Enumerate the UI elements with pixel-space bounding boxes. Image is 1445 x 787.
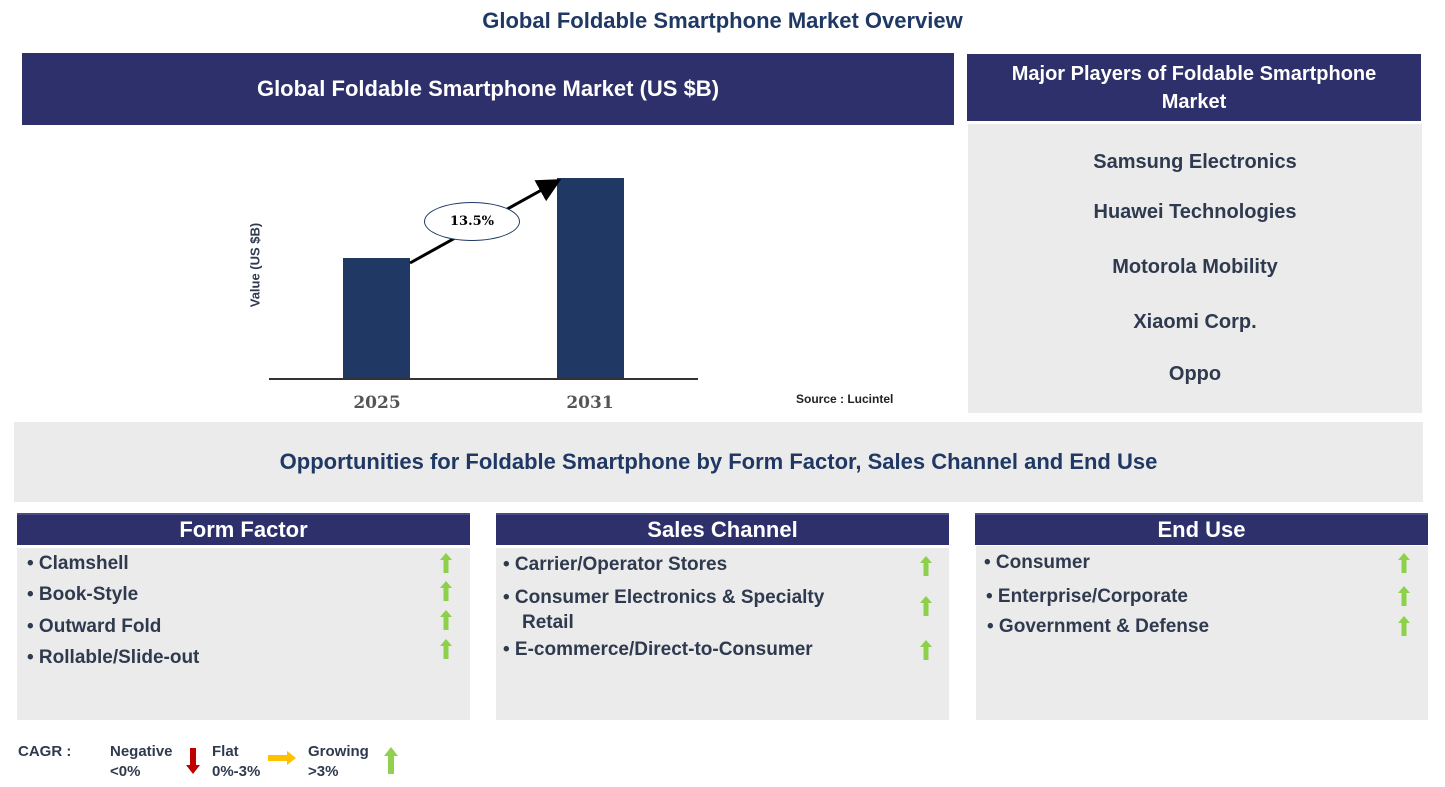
segment-item: • Consumer	[984, 552, 1090, 573]
growing-arrow-icon	[920, 596, 932, 616]
player-item: Samsung Electronics	[1093, 151, 1297, 173]
segment-item: • Book-Style	[27, 584, 139, 605]
growing-arrow-icon	[1398, 553, 1410, 573]
x-axis	[269, 378, 698, 380]
growing-arrow-icon	[440, 581, 452, 601]
segment-item: • Outward Fold	[27, 616, 162, 637]
growing-arrow-icon	[440, 639, 452, 659]
segment-item: • Rollable/Slide-out	[27, 647, 200, 668]
segment-body-form-factor: • Clamshell • Book-Style • Outward Fold …	[17, 548, 470, 720]
growing-arrow-icon	[920, 556, 932, 576]
segment-item: • Carrier/Operator Stores	[503, 554, 728, 575]
player-item: Huawei Technologies	[1093, 201, 1297, 223]
segment-body-sales-channel: • Carrier/Operator Stores • Consumer Ele…	[496, 548, 949, 720]
growing-arrow-icon	[1398, 616, 1410, 636]
page-title: Global Foldable Smartphone Market Overvi…	[482, 8, 963, 33]
legend-flat-range: 0%-3%	[212, 763, 261, 780]
x-tick-2025: 2025	[353, 393, 401, 413]
player-item: Oppo	[1168, 363, 1222, 385]
segment-item: • Clamshell	[27, 553, 129, 574]
legend-growing-range: >3%	[308, 763, 339, 780]
legend-negative-label: Negative	[110, 743, 173, 760]
legend-flat: Flat 0%-3%	[212, 742, 260, 782]
negative-arrow-icon	[186, 748, 200, 774]
legend-label: CAGR :	[18, 743, 72, 760]
bar-2031	[557, 178, 624, 379]
legend-growing: Growing >3%	[308, 742, 369, 782]
player-item: Motorola Mobility	[1112, 256, 1278, 278]
growing-arrow-icon	[440, 610, 452, 630]
segment-header-form-factor: Form Factor	[17, 513, 470, 545]
segment-item: • E-commerce/Direct-to-Consumer	[503, 639, 813, 660]
cagr-annotation: 13.5%	[424, 202, 520, 241]
flat-arrow-icon	[268, 751, 296, 765]
legend-negative: Negative <0%	[110, 742, 173, 782]
segment-body-end-use: • Consumer • Enterprise/Corporate • Gove…	[976, 546, 1428, 720]
legend-flat-label: Flat	[212, 743, 239, 760]
player-item: Xiaomi Corp.	[1133, 311, 1257, 333]
x-tick-2031: 2031	[566, 393, 614, 413]
players-list: Samsung Electronics Huawei Technologies …	[968, 124, 1422, 413]
players-header: Major Players of Foldable Smartphone Mar…	[967, 54, 1421, 121]
segment-item: • Government & Defense	[987, 616, 1210, 637]
growing-arrow-icon	[920, 640, 932, 660]
opportunities-title: Opportunities for Foldable Smartphone by…	[14, 422, 1423, 502]
source-label: Source : Lucintel	[796, 392, 894, 406]
segment-header-end-use: End Use	[975, 513, 1428, 545]
segment-item: • Enterprise/Corporate	[986, 586, 1188, 607]
y-axis-label: Value (US $B)	[247, 222, 263, 308]
segment-header-sales-channel: Sales Channel	[496, 513, 949, 545]
segment-item: • Consumer Electronics & Specialty	[503, 587, 825, 608]
growing-arrow-icon	[384, 747, 398, 774]
segment-item-continued: Retail	[522, 612, 574, 633]
legend-negative-range: <0%	[110, 763, 141, 780]
bar-2025	[343, 258, 410, 379]
legend-growing-label: Growing	[308, 743, 369, 760]
chart-header: Global Foldable Smartphone Market (US $B…	[22, 53, 954, 125]
growing-arrow-icon	[440, 553, 452, 573]
growing-arrow-icon	[1398, 586, 1410, 606]
